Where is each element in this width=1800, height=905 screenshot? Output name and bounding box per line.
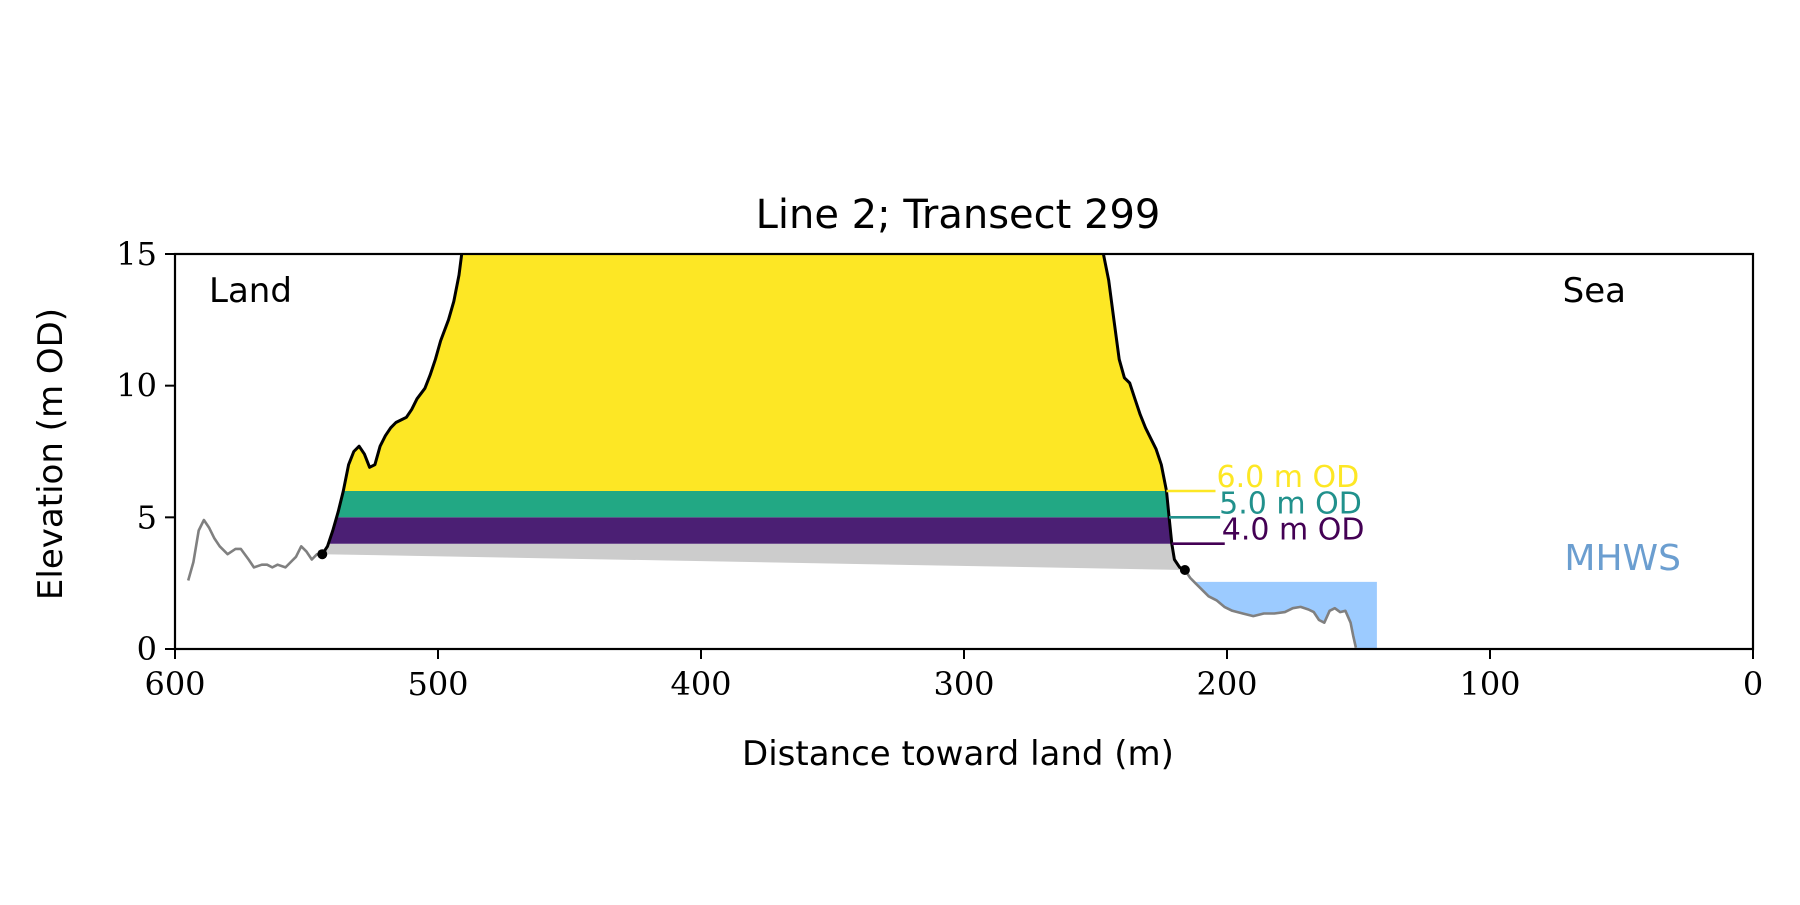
- y-tick-label-0: 0: [137, 630, 157, 668]
- y-tick-label-3: 15: [116, 235, 157, 273]
- x-tick-label-4: 200: [1196, 665, 1257, 703]
- x-tick-label-2: 400: [670, 665, 731, 703]
- y-tick-label-2: 10: [116, 367, 157, 405]
- cliff-line-0: [321, 253, 464, 556]
- band-5-to-6m: [336, 491, 1170, 518]
- land-label: Land: [209, 271, 292, 311]
- annotations: 4.0 m OD5.0 m OD6.0 m OD Land Sea MHWS: [209, 271, 1681, 579]
- band-above-6m: [343, 254, 1167, 491]
- x-tick-label-5: 100: [1459, 665, 1520, 703]
- band-4-to-5m: [328, 517, 1172, 544]
- ground-line-3: [1183, 569, 1358, 648]
- endpoint-marker-1: [1179, 565, 1190, 575]
- x-tick-label-3: 300: [933, 665, 994, 703]
- axes: 600 500 400 300 200 100 0 0 5 10 15: [116, 235, 1763, 703]
- level-label-0: 4.0 m OD: [1222, 513, 1365, 548]
- x-tick-label-0: 600: [144, 665, 205, 703]
- endpoint-marker-0: [317, 549, 328, 560]
- mhws-water-fill: [1195, 581, 1377, 649]
- below-4m-fill: [322, 543, 1185, 570]
- cliff-line-1: [1101, 253, 1186, 572]
- x-tick-label-1: 500: [407, 665, 468, 703]
- ground-line-2: [186, 518, 323, 581]
- fill-layer: [322, 254, 1377, 649]
- x-tick-label-6: 0: [1743, 665, 1763, 703]
- level-label-2: 6.0 m OD: [1217, 460, 1360, 495]
- mhws-label: MHWS: [1564, 538, 1681, 579]
- level-label-1: 5.0 m OD: [1219, 486, 1362, 521]
- y-axis-label: Elevation (m OD): [31, 308, 71, 600]
- x-axis-label: Distance toward land (m): [742, 734, 1174, 774]
- y-tick-label-1: 5: [137, 498, 157, 536]
- chart-title: Line 2; Transect 299: [756, 192, 1161, 238]
- profile-lines: [186, 253, 1358, 648]
- sea-label: Sea: [1563, 271, 1626, 311]
